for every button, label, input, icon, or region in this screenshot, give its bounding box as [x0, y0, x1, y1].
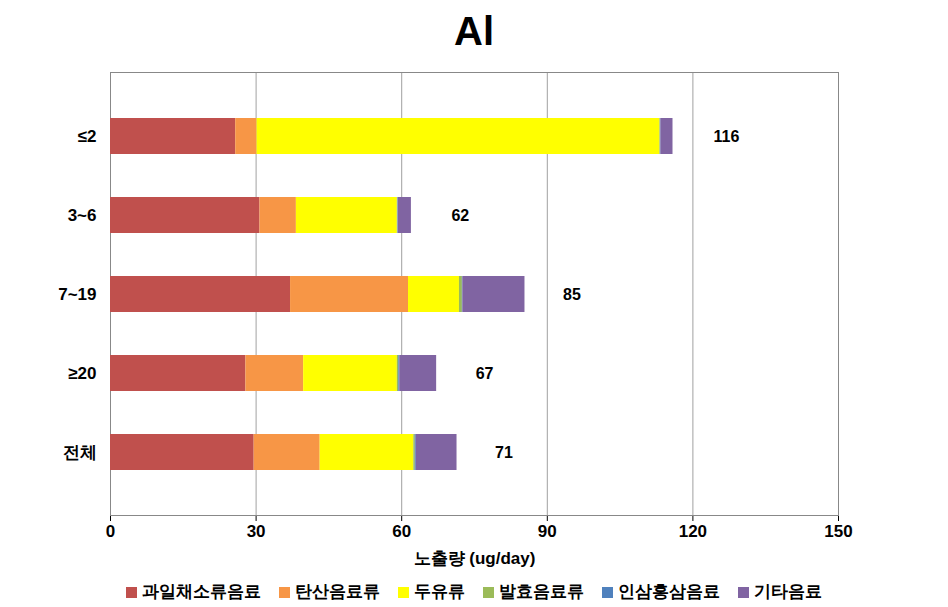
svg-text:90: 90	[538, 522, 557, 541]
svg-text:71: 71	[495, 444, 513, 461]
svg-text:60: 60	[392, 522, 411, 541]
html-text:Al: Al	[454, 9, 494, 53]
svg-text:150: 150	[824, 522, 852, 541]
svg-text:30: 30	[247, 522, 266, 541]
html-text:과일채소류음료: 과일채소류음료	[142, 581, 261, 601]
html-text:인삼홍삼음료: 인삼홍삼음료	[618, 581, 720, 601]
svg-text:67: 67	[476, 365, 494, 382]
svg-text:0: 0	[106, 522, 115, 541]
svg-text:85: 85	[563, 286, 581, 303]
svg-text:116: 116	[713, 128, 739, 145]
svg-text:≤2: ≤2	[78, 127, 97, 146]
svg-text:전체: 전체	[63, 443, 97, 462]
svg-text:≥20: ≥20	[68, 364, 96, 383]
svg-text:3~6: 3~6	[68, 206, 97, 225]
html-text:두유류: 두유류	[414, 581, 465, 601]
html-text:기타음료: 기타음료	[754, 581, 822, 601]
svg-text:120: 120	[679, 522, 707, 541]
html-text:발효음료류: 발효음료류	[499, 581, 584, 601]
html-text:탄산음료류: 탄산음료류	[295, 581, 380, 601]
svg-text:노출량 (ug/day): 노출량 (ug/day)	[414, 549, 536, 568]
svg-text:62: 62	[451, 207, 469, 224]
svg-text:7~19: 7~19	[58, 285, 96, 304]
